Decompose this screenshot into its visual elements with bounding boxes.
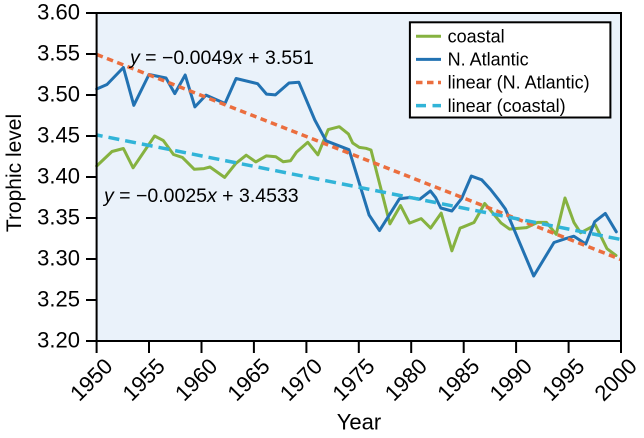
svg-text:linear (N. Atlantic): linear (N. Atlantic): [448, 73, 590, 93]
svg-text:3.55: 3.55: [37, 41, 80, 66]
svg-text:1970: 1970: [275, 354, 327, 406]
svg-text:1950: 1950: [65, 354, 117, 406]
svg-text:1995: 1995: [537, 354, 589, 406]
svg-text:N. Atlantic: N. Atlantic: [448, 50, 529, 70]
svg-text:Year: Year: [337, 410, 381, 435]
svg-text:3.35: 3.35: [37, 205, 80, 230]
svg-text:2000: 2000: [590, 354, 642, 406]
svg-text:1960: 1960: [170, 354, 222, 406]
svg-text:3.20: 3.20: [37, 328, 80, 353]
svg-text:3.40: 3.40: [37, 164, 80, 189]
svg-text:3.30: 3.30: [37, 246, 80, 271]
svg-text:1990: 1990: [485, 354, 537, 406]
svg-text:coastal: coastal: [448, 27, 505, 47]
svg-text:1980: 1980: [380, 354, 432, 406]
svg-text:Trophic level: Trophic level: [3, 114, 26, 232]
svg-text:3.60: 3.60: [37, 0, 80, 25]
svg-text:1985: 1985: [432, 354, 484, 406]
svg-text:3.45: 3.45: [37, 123, 80, 148]
svg-text:3.25: 3.25: [37, 287, 80, 312]
svg-text:3.50: 3.50: [37, 82, 80, 107]
svg-text:1965: 1965: [222, 354, 274, 406]
svg-text:1955: 1955: [118, 354, 170, 406]
svg-text:1975: 1975: [327, 354, 379, 406]
svg-text:linear (coastal): linear (coastal): [448, 96, 566, 116]
svg-text:y = −0.0025x + 3.4533: y = −0.0025x + 3.4533: [102, 185, 299, 207]
svg-text:y = −0.0049x + 3.551: y = −0.0049x + 3.551: [128, 47, 314, 69]
